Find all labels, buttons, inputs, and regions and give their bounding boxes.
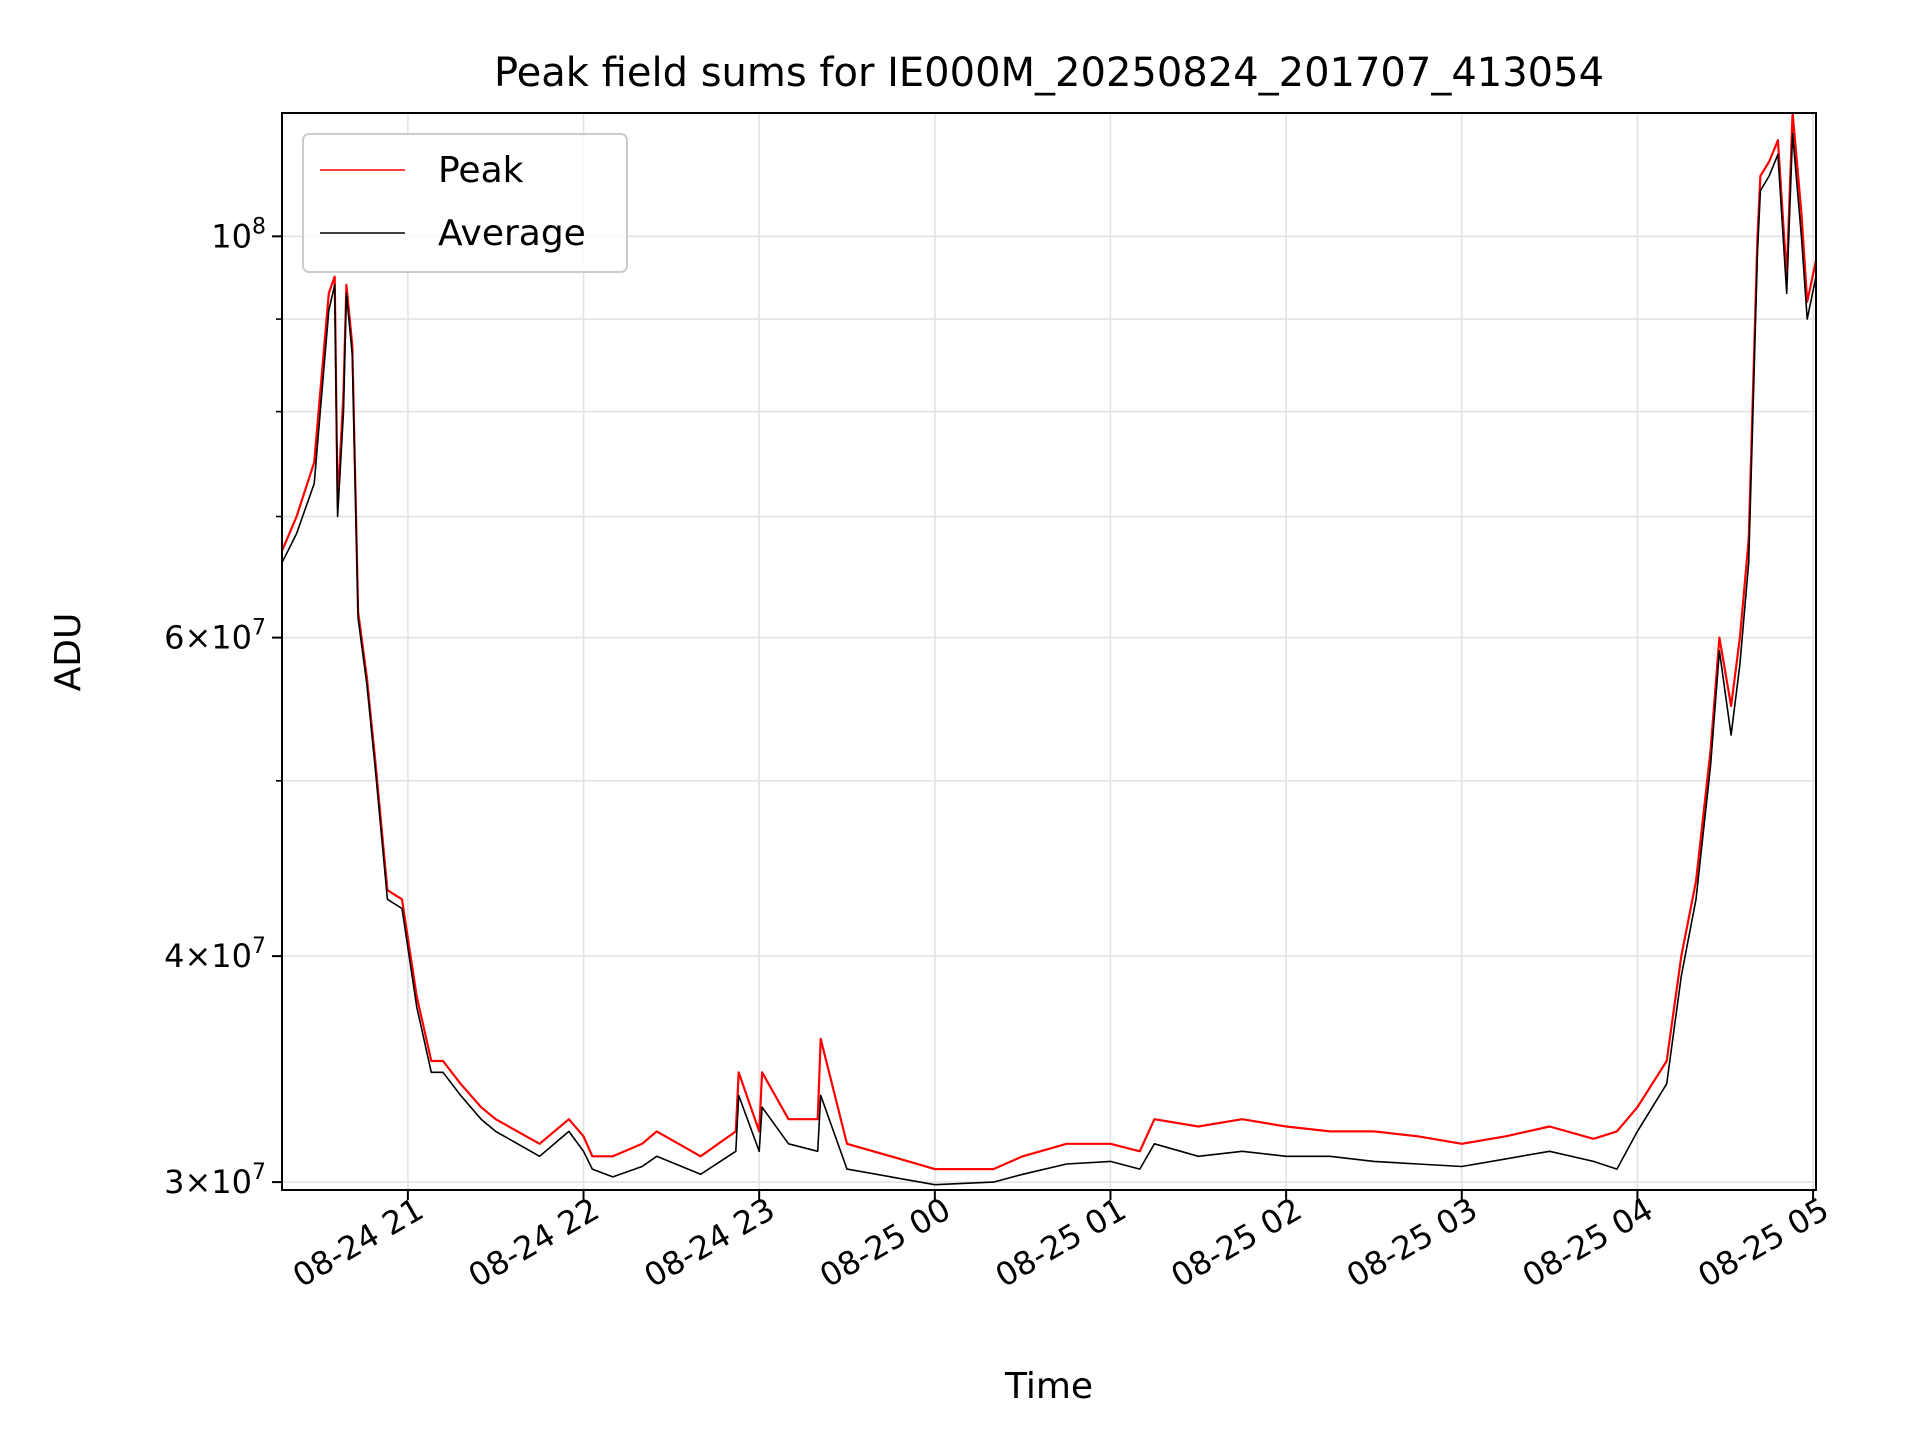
plot-frame <box>281 112 1817 1191</box>
x-tick-label: 08-24 22 <box>462 1190 606 1295</box>
legend-box <box>302 133 628 273</box>
series-line-average <box>281 132 1817 1186</box>
series-layer <box>280 111 1818 1186</box>
x-tick-label: 08-25 03 <box>1340 1190 1484 1295</box>
x-axis-label: Time <box>1004 1366 1093 1407</box>
y-tick-label: 4×107 <box>164 934 266 975</box>
legend-label-peak: Peak <box>438 150 524 191</box>
series-line-peak <box>280 111 1818 1171</box>
grid <box>282 113 1816 1190</box>
x-tick-label: 08-25 02 <box>1165 1190 1309 1295</box>
chart-title: Peak field sums for IE000M_20250824_2017… <box>494 50 1604 96</box>
x-tick-label: 08-25 00 <box>813 1190 957 1295</box>
x-tick-label: 08-25 05 <box>1691 1190 1835 1295</box>
x-tick-label: 08-24 21 <box>286 1190 430 1295</box>
x-tick-label: 08-25 04 <box>1516 1190 1660 1295</box>
y-axis: 3×107 4×107 6×107 108 <box>164 214 282 1201</box>
legend: Peak Average <box>302 133 628 273</box>
legend-label-average: Average <box>438 213 586 254</box>
x-tick-label: 08-25 01 <box>989 1190 1133 1295</box>
x-axis: 08-24 21 08-24 22 08-24 23 08-25 00 08-25 01… <box>286 1190 1835 1295</box>
y-tick-label: 6×107 <box>164 616 266 657</box>
y-tick-label: 108 <box>211 214 266 255</box>
x-tick-label: 08-24 23 <box>638 1190 782 1295</box>
y-axis-label: ADU <box>48 613 89 692</box>
y-tick-label: 3×107 <box>164 1160 266 1201</box>
